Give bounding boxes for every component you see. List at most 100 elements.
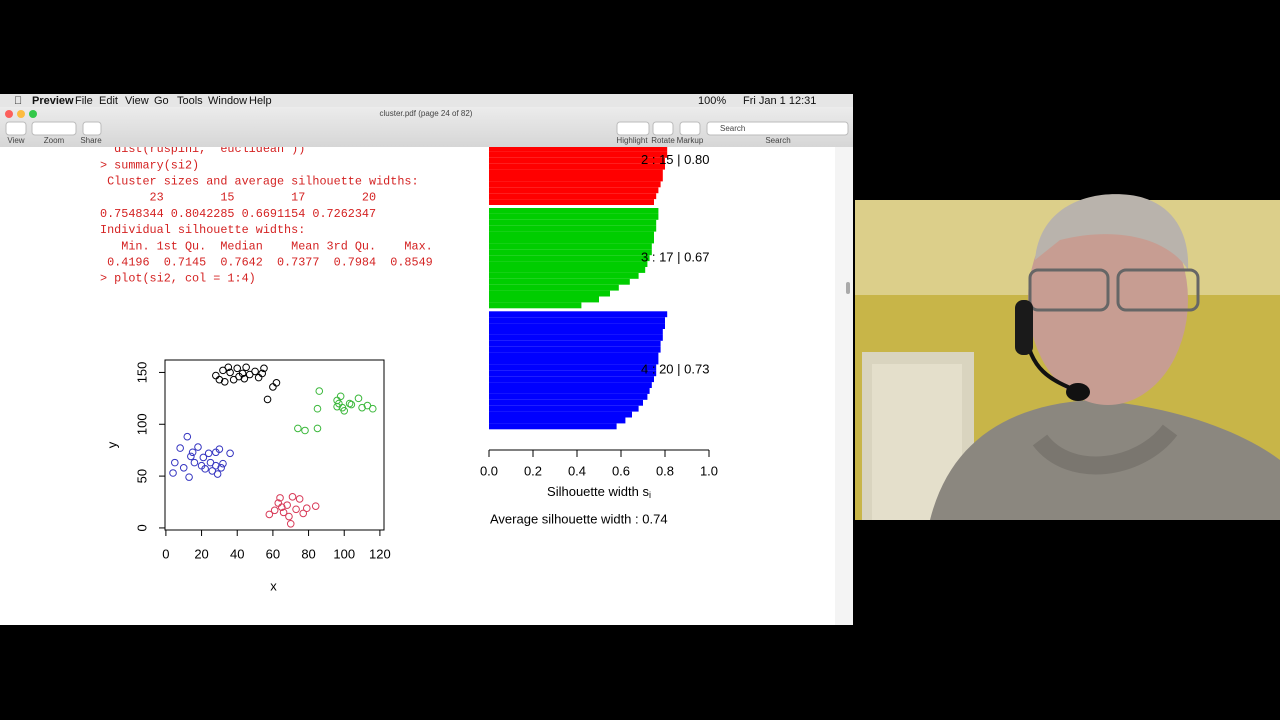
silhouette-bar — [489, 175, 663, 182]
menu-bar — [0, 94, 853, 107]
silhouette-bar — [489, 352, 659, 359]
scatter-point — [183, 432, 192, 441]
silhouette-bar — [489, 296, 599, 303]
view-button[interactable] — [5, 121, 27, 136]
menu-item[interactable]: Window — [208, 95, 247, 107]
toolbar-label: Markup — [677, 136, 704, 145]
cluster-label: 4 : 20 | 0.73 — [641, 362, 709, 377]
search-field[interactable] — [706, 121, 849, 136]
scatter-point — [278, 503, 286, 511]
scatter-point — [286, 519, 295, 528]
silhouette-bar — [489, 187, 659, 194]
scatter-point — [251, 367, 259, 376]
scatter-point — [299, 509, 308, 518]
console-line: Cluster sizes and average silhouette wid… — [100, 175, 419, 189]
scatter-point — [276, 494, 284, 502]
scatter-point — [238, 369, 247, 378]
scatter-point — [179, 464, 188, 472]
scrollbar[interactable] — [835, 147, 853, 625]
silhouette-bar — [489, 358, 659, 365]
scatter-point — [171, 458, 179, 467]
zoom-buttons[interactable] — [31, 121, 77, 136]
menu-item[interactable]: Go — [154, 95, 169, 107]
scatter-point — [217, 464, 225, 472]
average-width: Average silhouette width : 0.74 — [490, 511, 668, 526]
menu-item[interactable]: Edit — [99, 95, 118, 107]
y-tick-label: 50 — [134, 469, 149, 483]
x-tick-label: 100 — [333, 546, 355, 561]
scatter-point — [301, 426, 309, 435]
silhouette-bar — [489, 249, 652, 256]
menu-item[interactable]: View — [125, 95, 149, 107]
scatter-point — [215, 375, 224, 384]
silhouette-bar — [489, 388, 650, 394]
console-line: > plot(si2, col = 1:4) — [100, 272, 256, 286]
toolbar-label: Share — [80, 136, 102, 145]
toolbar-label: View — [7, 136, 24, 145]
toolbar-label: Search — [765, 136, 790, 145]
silhouette-bar — [489, 290, 610, 297]
scatter-point — [292, 505, 300, 514]
x-tick-label: 40 — [230, 546, 244, 561]
silhouette-bar — [489, 213, 659, 220]
zoom-button[interactable] — [29, 110, 37, 118]
silhouette-bar — [489, 225, 657, 232]
x-tick-label: 0 — [162, 546, 169, 561]
x-tick-label: 80 — [301, 546, 315, 561]
window-title: cluster.pdf (page 24 of 82) — [380, 109, 473, 118]
scatter-point — [368, 404, 377, 413]
silhouette-bar — [489, 382, 652, 388]
scatter-point — [219, 459, 227, 468]
silhouette-bar — [489, 364, 657, 371]
x-tick-label: 20 — [194, 546, 208, 561]
silhouette-bar — [489, 302, 582, 309]
clock[interactable]: Fri Jan 1 12:31 — [743, 95, 816, 107]
x-tick-label: 1.0 — [700, 463, 718, 478]
x-tick-label: 0.0 — [480, 463, 498, 478]
scatter-point — [294, 424, 302, 433]
scatter-point — [199, 453, 208, 462]
app-menu[interactable]: Preview — [32, 95, 74, 107]
silhouette-bar — [489, 423, 617, 430]
menu-item[interactable]: Tools — [177, 95, 203, 107]
scatter-point — [194, 443, 202, 451]
scatter-point — [265, 510, 274, 519]
highlight-button[interactable] — [616, 121, 650, 136]
scatter-point — [204, 449, 213, 458]
scatter-point — [345, 399, 354, 408]
markup-button[interactable] — [679, 121, 701, 136]
silhouette-bar — [489, 261, 648, 267]
silhouette-bar — [489, 376, 654, 383]
scroll-thumb[interactable] — [846, 282, 850, 294]
minimize-button[interactable] — [17, 110, 25, 118]
apple-menu[interactable]:  — [14, 95, 22, 107]
scatter-point — [169, 469, 177, 477]
scatter-point — [272, 379, 281, 387]
share-button[interactable] — [82, 121, 102, 136]
scatter-point — [313, 424, 322, 433]
silhouette-bar — [489, 181, 661, 188]
menu-item[interactable]: Help — [249, 95, 272, 107]
scatter-point — [215, 445, 224, 453]
silhouette-bar — [489, 169, 663, 176]
silhouette-bar — [489, 399, 643, 406]
console-line: 0.4196 0.7145 0.7642 0.7377 0.7984 0.854… — [100, 256, 440, 270]
content: dist(ruspini, "euclidean")) > summary(si2… — [100, 147, 718, 593]
console-line: Individual silhouette widths: — [100, 223, 305, 237]
scatter-point — [295, 495, 304, 503]
console-line: 0.7548344 0.8042285 0.6691154 0.7262347 — [100, 207, 383, 221]
x-tick-label: 0.8 — [656, 463, 674, 478]
toolbar-label: Zoom — [44, 136, 65, 145]
x-tick-label: 0.6 — [612, 463, 630, 478]
silhouette-bar — [489, 237, 654, 244]
scatter-point — [220, 377, 229, 386]
rotate-button[interactable] — [652, 121, 674, 136]
silhouette-bar — [489, 147, 668, 152]
x-tick-label: 60 — [266, 546, 280, 561]
menu-item[interactable]: File — [75, 95, 93, 107]
scatter-point — [358, 403, 366, 412]
close-button[interactable] — [5, 110, 13, 118]
y-tick-label: 100 — [134, 413, 149, 435]
silhouette-bar — [489, 157, 665, 164]
